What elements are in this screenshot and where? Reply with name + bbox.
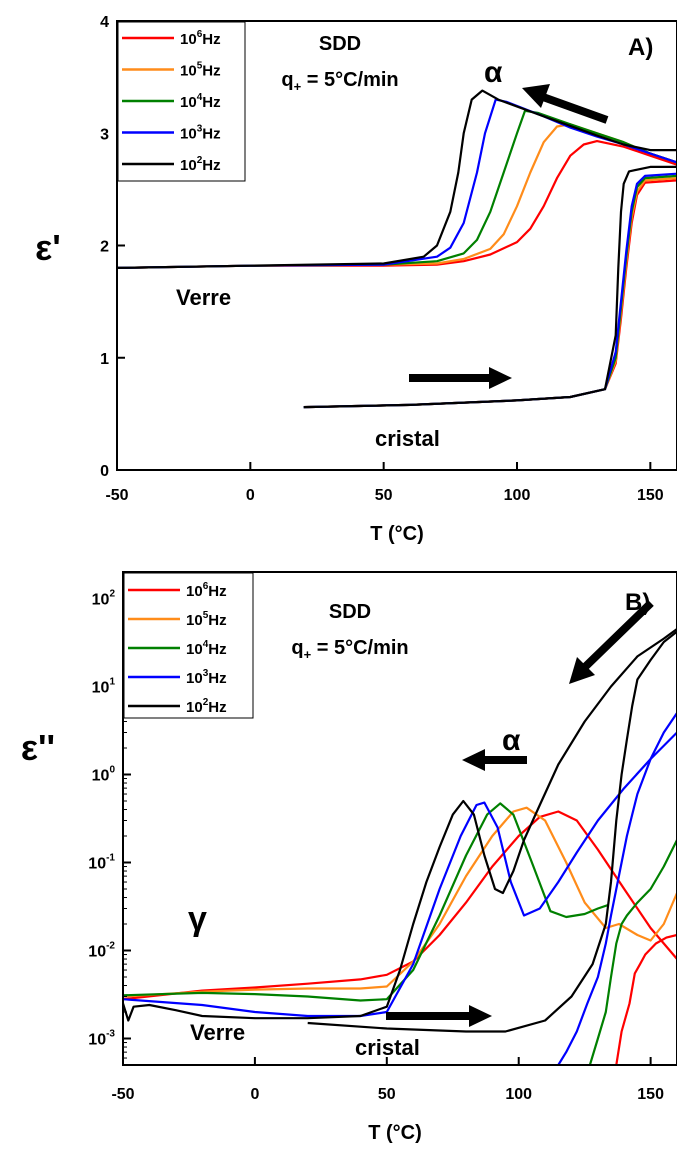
panel-b-series-2-crystal xyxy=(588,839,677,1065)
panel-b-series xyxy=(123,628,677,1065)
panel-a-glass: Verre xyxy=(176,285,231,310)
panel-b-rate-symbol: q xyxy=(291,637,303,659)
panel-b-arrow-crystal xyxy=(386,1005,492,1027)
panel-a-xtick-label: -50 xyxy=(105,487,128,504)
panel-b-series-1-heating xyxy=(123,806,677,998)
panel-b-series-4-crystal xyxy=(307,630,677,1033)
panel-b-xtick-label: 50 xyxy=(378,1086,396,1103)
panel-b-arrow-alpha xyxy=(462,749,527,771)
panel-a-ytick-label: 2 xyxy=(100,239,109,256)
panel-b-arrow-top xyxy=(569,600,654,684)
panel-b-legend-label: 106Hz xyxy=(186,581,227,600)
panel-a-arrow-alpha xyxy=(522,84,609,124)
panel-a-xtick-label: 100 xyxy=(504,487,531,504)
panel-a-ytick-label: 1 xyxy=(100,351,109,368)
panel-a-legend-label: 102Hz xyxy=(180,155,221,174)
panel-a-alpha: α xyxy=(484,56,503,89)
panel-b-gamma: γ xyxy=(188,900,207,938)
panel-a-ticks: -50 0 50 100 150 0 1 2 3 4 xyxy=(100,14,664,504)
panel-b-legend-label: 103Hz xyxy=(186,668,227,687)
panel-b-ytick-label: 10-3 xyxy=(88,1029,115,1049)
panel-a-legend: 106Hz 105Hz 104Hz 103Hz 102Hz xyxy=(117,21,246,182)
panel-b-xtick-label: 0 xyxy=(250,1086,259,1103)
panel-b-xtick-label: 100 xyxy=(505,1086,532,1103)
panel-b-rate-value: = 5°C/min xyxy=(311,637,408,659)
panel-a-arrow-crystal xyxy=(409,367,512,389)
panel-b-series-3-heating xyxy=(123,731,677,1018)
panel-b-ytick-label: 10-1 xyxy=(88,853,115,873)
panel-a-legend-label: 103Hz xyxy=(180,124,221,143)
panel-b-series-0-crystal xyxy=(615,933,677,1065)
panel-a: -50 0 50 100 150 0 1 2 3 4 ε' T (°C) A) SDD q+ = … xyxy=(35,14,677,545)
panel-a-rate: q+ = 5°C/min xyxy=(281,69,398,94)
panel-b-legend-label: 104Hz xyxy=(186,639,227,658)
panel-b-ylabel: ε'' xyxy=(21,727,55,768)
panel-a-legend-label: 104Hz xyxy=(180,92,221,111)
panel-a-ytick-label: 4 xyxy=(100,14,109,31)
panel-a-series xyxy=(117,89,677,409)
panel-b-frame xyxy=(122,571,677,1066)
panel-b-xtick-label: -50 xyxy=(111,1086,134,1103)
panel-b-series-2-heating xyxy=(123,802,609,1002)
panel-a-label: A) xyxy=(628,34,653,61)
panel-b-rate: q+ = 5°C/min xyxy=(291,637,408,662)
panel-a-ylabel: ε' xyxy=(35,227,61,268)
panel-b-legend-label: 102Hz xyxy=(186,697,227,716)
panel-b-ytick-label: 10-2 xyxy=(88,941,115,961)
panel-b-sample: SDD xyxy=(329,601,371,623)
panel-a-rate-sub: + xyxy=(294,79,302,94)
panel-b-glass: Verre xyxy=(190,1020,245,1045)
panel-b-series-4-heating xyxy=(123,628,677,1022)
panel-a-series-4-crystal xyxy=(303,165,677,409)
panel-b-rate-sub: + xyxy=(304,647,312,662)
panel-a-crystal: cristal xyxy=(375,426,440,451)
panel-a-xlabel: T (°C) xyxy=(370,523,424,545)
panel-a-rate-value: = 5°C/min xyxy=(301,69,398,91)
panel-b-ytick-label: 101 xyxy=(92,676,116,696)
panel-a-legend-label: 105Hz xyxy=(180,61,221,80)
panel-a-series-4-heating xyxy=(117,89,677,269)
panel-b-legend-box xyxy=(123,572,254,719)
panel-b-legend-label: 105Hz xyxy=(186,610,227,629)
panel-b-legend: 106Hz 105Hz 104Hz 103Hz 102Hz xyxy=(123,572,254,719)
panel-b-ytick-label: 102 xyxy=(92,588,116,608)
panel-a-xtick-label: 0 xyxy=(246,487,255,504)
panel-a-xtick-label: 50 xyxy=(375,487,393,504)
panel-a-series-2-heating xyxy=(117,109,677,269)
panel-b-series-3-crystal xyxy=(557,712,677,1065)
panel-b: -50 0 50 100 150 10-3 10-2 10-1 100 101 102 ε'' T … xyxy=(21,571,677,1144)
panel-b-xtick-label: 150 xyxy=(637,1086,664,1103)
panel-b-ytick-label: 100 xyxy=(92,764,116,784)
panel-a-ytick-label: 3 xyxy=(100,126,109,143)
panel-a-legend-label: 106Hz xyxy=(180,29,221,48)
panel-a-xtick-label: 150 xyxy=(637,487,664,504)
panel-b-xlabel: T (°C) xyxy=(368,1122,422,1144)
panel-b-series-0-heating xyxy=(123,810,677,1001)
panel-a-sample: SDD xyxy=(319,33,361,55)
panel-a-rate-symbol: q xyxy=(281,69,293,91)
panel-a-ytick-label: 0 xyxy=(100,463,109,480)
panel-b-crystal: cristal xyxy=(355,1035,420,1060)
panel-b-alpha: α xyxy=(502,724,521,757)
